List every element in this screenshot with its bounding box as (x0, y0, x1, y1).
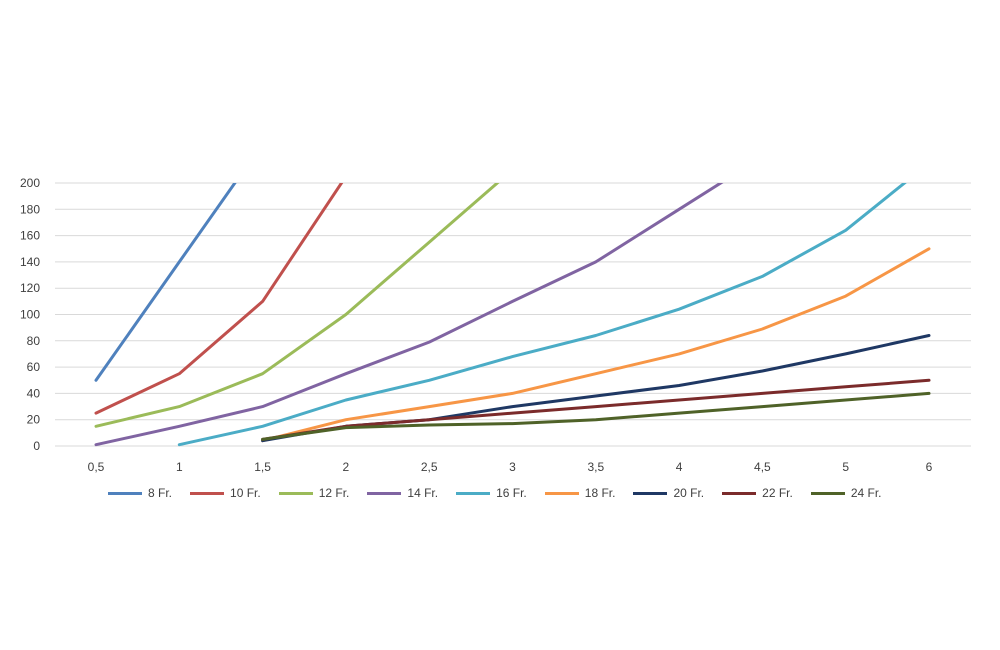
y-tick-label: 80 (27, 334, 41, 348)
legend-item: 16 Fr. (456, 486, 527, 500)
y-tick-label: 40 (27, 386, 41, 400)
series-line-1 (94, 183, 344, 415)
x-tick-label: 1,5 (254, 460, 271, 474)
legend-swatch (108, 491, 142, 495)
series-lines (94, 183, 931, 447)
x-tick-label: 3,5 (587, 460, 604, 474)
legend-label: 8 Fr. (148, 486, 173, 500)
y-tick-label: 160 (20, 229, 40, 243)
legend-swatch (367, 491, 402, 495)
series-line-0 (94, 183, 237, 382)
series-line-5 (261, 247, 931, 443)
legend-swatch (544, 491, 579, 495)
x-axis-ticks: 0,5 1 1,5 2 2,5 3 3,5 4 4,5 5 6 (88, 460, 933, 474)
y-tick-label: 60 (27, 360, 41, 374)
series-line-7 (261, 378, 931, 441)
y-axis-ticks: 0 20 40 60 80 100 120 140 160 180 200 (20, 176, 40, 453)
legend-item: 10 Fr. (190, 486, 261, 500)
y-tick-label: 180 (20, 202, 40, 216)
legend-item: 18 Fr. (544, 486, 616, 500)
legend-item: 8 Fr. (108, 486, 172, 500)
x-tick-label: 2,5 (421, 460, 438, 474)
legend-label: 22 Fr. (762, 486, 793, 500)
y-tick-label: 0 (33, 439, 40, 453)
legend-label: 12 Fr. (318, 486, 350, 500)
series-line-8 (261, 391, 931, 441)
legend-swatch (722, 491, 757, 495)
legend-item: 12 Fr. (278, 486, 350, 500)
legend-label: 16 Fr. (496, 486, 527, 500)
legend-swatch (810, 491, 845, 495)
x-tick-label: 5 (842, 460, 849, 474)
y-tick-label: 200 (20, 176, 40, 190)
legend-swatch (633, 491, 668, 495)
series-line-4 (177, 183, 907, 447)
series-line-3 (94, 183, 724, 447)
legend-item: 20 Fr. (633, 486, 704, 500)
legend-label: 20 Fr. (673, 486, 705, 500)
legend-swatch (278, 491, 313, 495)
x-tick-label: 2 (343, 460, 350, 474)
x-tick-label: 0,5 (88, 460, 105, 474)
x-tick-label: 6 (926, 460, 933, 474)
x-tick-label: 4 (676, 460, 683, 474)
legend-swatch (190, 491, 225, 495)
x-tick-label: 3 (509, 460, 516, 474)
legend-label: 24 Fr. (850, 486, 882, 500)
legend-item: 14 Fr. (367, 486, 438, 500)
x-tick-label: 4,5 (754, 460, 771, 474)
y-tick-label: 100 (20, 308, 40, 322)
legend-label: 18 Fr. (584, 486, 616, 500)
x-tick-label: 1 (176, 460, 183, 474)
legend-label: 10 Fr. (230, 486, 261, 500)
legend-item: 24 Fr. (810, 486, 882, 500)
series-line-2 (94, 183, 500, 428)
y-tick-label: 20 (27, 413, 41, 427)
y-tick-label: 120 (20, 281, 40, 295)
legend-item: 22 Fr. (722, 486, 793, 500)
y-tick-label: 140 (20, 255, 40, 269)
legend-swatch (456, 491, 491, 495)
legend-label: 14 Fr. (407, 486, 439, 500)
chart-legend: 8 Fr. 10 Fr. 12 Fr. 14 Fr. 16 Fr. 18 Fr. 20 Fr… (108, 486, 900, 500)
